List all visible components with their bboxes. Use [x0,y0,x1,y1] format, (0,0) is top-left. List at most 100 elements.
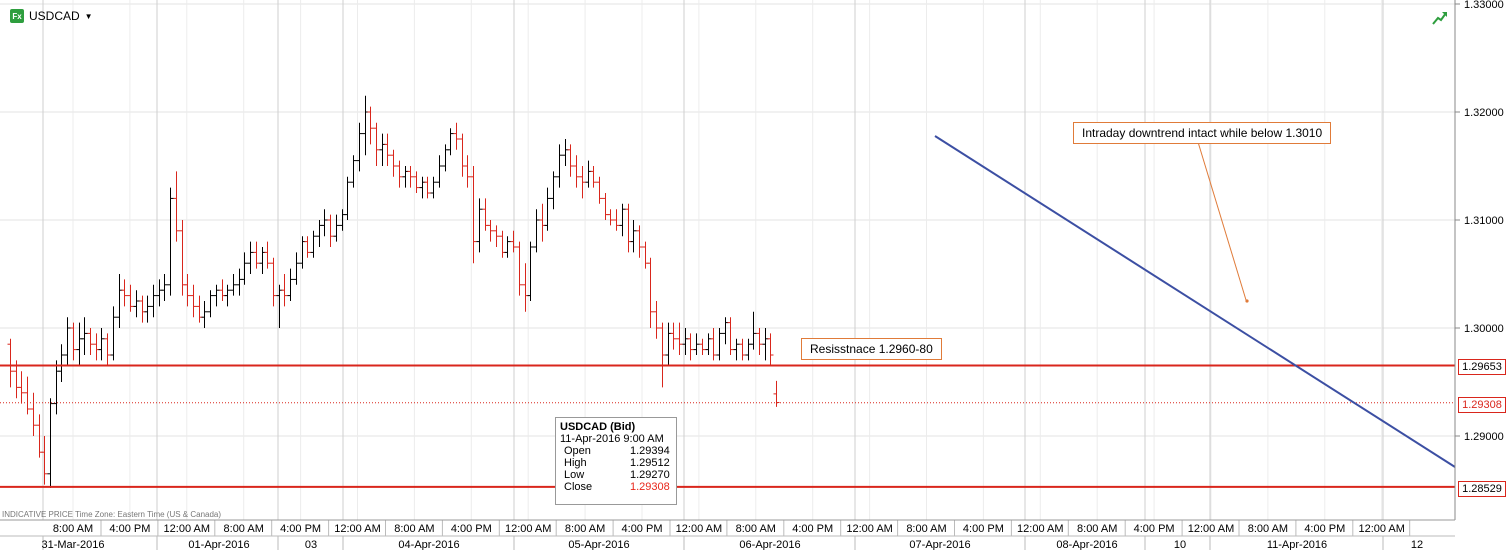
tooltip-row-close: Close 1.29308 [564,481,670,493]
ohlc-bar [665,322,672,366]
ohlc-bar [276,284,283,328]
x-tick-label: 12:00 AM [676,523,722,535]
ohlc-bar [236,268,243,296]
ohlc-bar [373,122,380,166]
ohlc-bar [630,220,637,253]
ohlc-bar [642,241,649,269]
date-label: 10 [1174,539,1186,550]
date-label: 03 [305,539,317,550]
ohlc-bar [41,436,48,485]
y-tick-label: 1.31000 [1464,215,1504,227]
ohlc-bar [705,333,712,355]
ohlc-bar [53,360,60,415]
y-tick-label: 1.32000 [1464,107,1504,119]
ohlc-bar [259,247,266,274]
ohlc-bar [110,306,117,361]
trend-arrow-icon[interactable] [1432,10,1448,26]
ohlc-bar [739,338,746,361]
ohlc-bar [7,338,14,388]
ohlc-bar [516,241,523,296]
resistance-callout: Resisstnace 1.2960-80 [801,338,942,360]
ohlc-bar [453,122,460,150]
date-label: 06-Apr-2016 [739,539,800,550]
support-price-tag: 1.28529 [1458,481,1506,497]
tooltip-row-high: High 1.29512 [564,457,670,469]
ohlc-bar [384,133,391,166]
ohlc-bar [527,241,534,301]
ohlc-bar [687,333,694,361]
ohlc-bar [121,279,128,307]
ohlc-bar [767,333,774,366]
ohlc-bar [18,371,25,404]
y-tick-label: 1.33000 [1464,0,1504,11]
ohlc-bar [179,220,186,296]
x-tick-label: 4:00 PM [1134,523,1175,535]
ohlc-bar [699,338,706,355]
ohlc-bar [556,144,563,188]
ohlc-bar [396,160,403,188]
ohlc-bar [150,284,157,318]
ohlc-bar [207,290,214,318]
ohlc-bar [362,95,369,156]
callout-leader-dot [1245,299,1249,303]
ohlc-bar [316,220,323,247]
ohlc-bar [390,149,397,177]
ohlc-bar [676,322,683,355]
ohlc-bar [127,284,134,312]
price-axis[interactable]: 1.33000 1.32000 1.31000 1.30000 1.29000 [1454,0,1504,520]
ohlc-bar [659,322,666,388]
ohlc-bar [253,241,260,269]
x-tick-label: 12:00 AM [334,523,380,535]
x-tick-label: 4:00 PM [792,523,833,535]
ohlc-bar [710,328,717,361]
x-tick-label: 12:00 AM [505,523,551,535]
ohlc-bar [247,241,254,274]
ohlc-bar [281,274,288,307]
resistance-price-tag: 1.29653 [1458,359,1506,375]
chevron-down-icon[interactable]: ▼ [84,11,93,21]
x-tick-label: 12:00 AM [1017,523,1063,535]
ohlc-bar [619,203,626,237]
symbol-selector[interactable]: Fx USDCAD ▼ [10,8,93,24]
ohlc-bar [585,160,592,188]
ohlc-bar [104,333,111,366]
ohlc-bar [493,225,500,247]
ohlc-bars [7,95,780,488]
ohlc-bar [87,328,94,355]
ohlc-bar [81,317,88,355]
ohlc-bar [161,274,168,301]
ohlc-bar [224,284,231,307]
ohlc-bar [424,176,431,199]
y-tick-label: 1.30000 [1464,323,1504,335]
ohlc-bar [567,144,574,177]
tooltip-datetime: 11-Apr-2016 9:00 AM [560,433,664,445]
downtrend-line [934,135,1456,468]
ohlc-bar [602,193,609,220]
x-tick-label: 8:00 AM [1077,523,1117,535]
date-label: 05-Apr-2016 [568,539,629,550]
ohlc-bar [402,166,409,188]
ohlc-bar [447,128,454,156]
ohlc-tooltip: USDCAD (Bid) 11-Apr-2016 9:00 AM Open 1.2… [555,417,677,505]
ohlc-bar [219,279,226,301]
ohlc-bar [482,198,489,231]
ohlc-bar [522,263,529,312]
ohlc-bar [762,328,769,361]
ohlc-bar [607,209,614,226]
ohlc-bar [533,209,540,253]
ohlc-bar [241,252,248,285]
x-tick-label: 12:00 AM [1358,523,1404,535]
tooltip-row-open: Open 1.29394 [564,445,670,457]
ohlc-bar [70,322,77,361]
ohlc-bar [682,328,689,355]
ohlc-bar [550,171,557,210]
ohlc-bar [184,274,191,307]
ohlc-bar [647,257,654,328]
ohlc-bar [750,311,757,350]
x-tick-label: 8:00 AM [736,523,776,535]
ohlc-bar [310,230,317,258]
ohlc-bar [590,166,597,188]
ohlc-bar [733,338,740,361]
time-axis[interactable]: 8:00 AM 4:00 PM 12:00 AM 8:00 AM 4:00 PM 12:0… [0,519,1455,550]
